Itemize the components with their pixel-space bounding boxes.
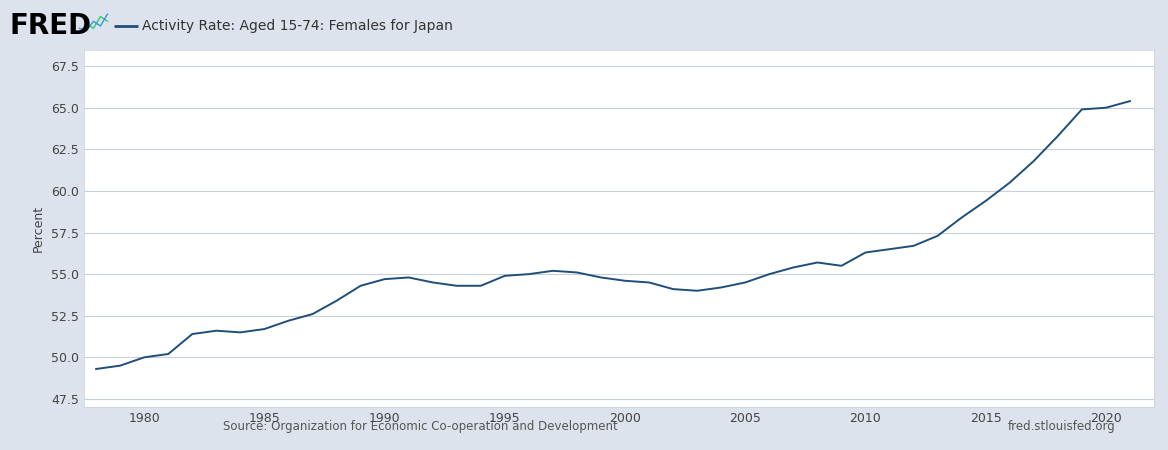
Text: Source: Organization for Economic Co-operation and Development: Source: Organization for Economic Co-ope… bbox=[223, 420, 618, 433]
Text: FRED: FRED bbox=[9, 12, 91, 40]
Text: Activity Rate: Aged 15-74: Females for Japan: Activity Rate: Aged 15-74: Females for J… bbox=[142, 19, 453, 33]
Text: fred.stlouisfed.org: fred.stlouisfed.org bbox=[1008, 420, 1115, 433]
Y-axis label: Percent: Percent bbox=[32, 205, 44, 252]
